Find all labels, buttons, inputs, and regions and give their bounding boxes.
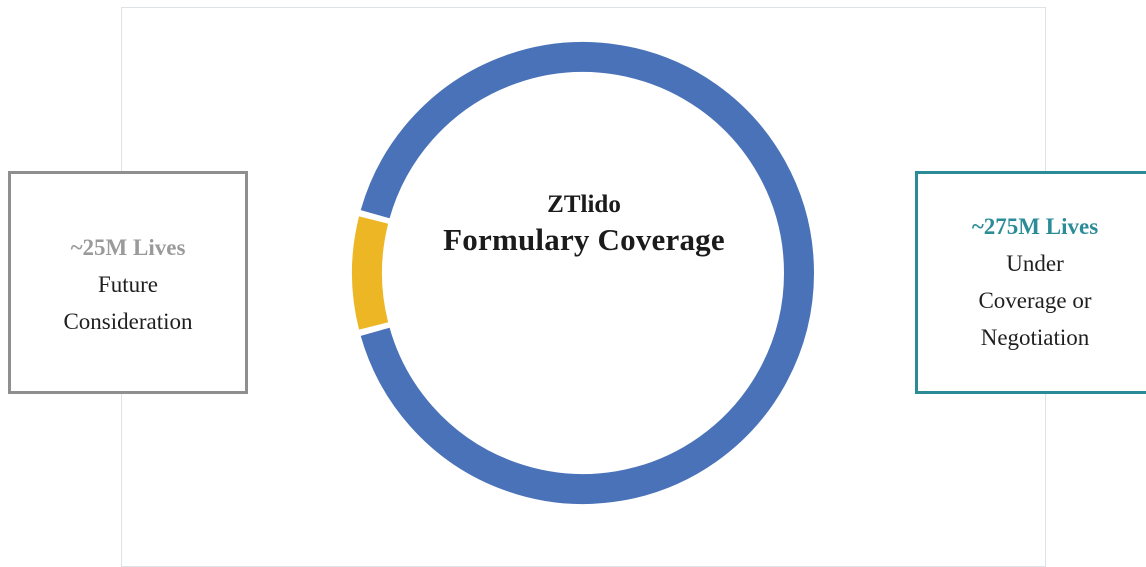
future-label-line2: Consideration — [63, 309, 193, 334]
coverage-label-line2: Coverage or — [978, 288, 1092, 313]
donut-segment-future — [352, 216, 389, 330]
future-lives-value: ~25M Lives — [70, 235, 186, 260]
chart-subtitle: Formulary Coverage — [443, 222, 725, 257]
coverage-label-line1: Under — [1006, 251, 1064, 276]
future-consideration-callout: ~25M Lives Future Consideration — [8, 171, 248, 394]
donut-chart — [352, 42, 814, 504]
donut-segment-coverage — [360, 42, 814, 504]
future-label-line1: Future — [97, 272, 159, 297]
chart-center-label: ZTlido Formulary Coverage — [380, 190, 788, 260]
coverage-label-line3: Negotiation — [980, 325, 1090, 350]
coverage-negotiation-callout: ~275M Lives Under Coverage or Negotiatio… — [915, 171, 1146, 394]
coverage-lives-value: ~275M Lives — [971, 214, 1099, 239]
chart-title: ZTlido — [547, 191, 621, 218]
